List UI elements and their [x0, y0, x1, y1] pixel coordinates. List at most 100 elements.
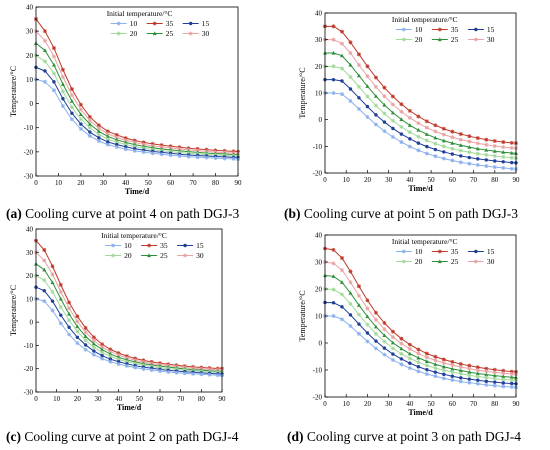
data-point-10: [509, 385, 514, 390]
data-point-30: [433, 129, 438, 134]
y-tick-label: -20: [313, 170, 323, 178]
legend-swatch-marker: [116, 21, 121, 26]
data-point-25: [348, 62, 353, 67]
x-tick-label: 40: [115, 395, 123, 403]
data-point-30: [509, 145, 514, 150]
y-axis-label: Temperature/°C: [298, 67, 307, 118]
legend-label: 15: [487, 25, 495, 34]
data-point-35: [339, 255, 344, 260]
data-point-10: [166, 369, 171, 374]
x-axis-label: Time/d: [125, 187, 150, 196]
data-point-15: [476, 157, 480, 161]
y-tick-label: 30: [26, 28, 34, 36]
data-point-25: [484, 372, 489, 377]
data-point-20: [124, 359, 129, 364]
data-point-20: [78, 117, 83, 122]
data-point-20: [390, 346, 395, 351]
data-point-15: [79, 122, 83, 126]
data-point-20: [105, 137, 110, 142]
data-point-30: [365, 74, 370, 79]
legend-label: 20: [124, 251, 132, 260]
series-line-15: [35, 66, 239, 159]
y-tick-label: 0: [319, 340, 323, 348]
data-point-10: [450, 158, 455, 163]
data-point-15: [374, 113, 378, 117]
data-point-35: [475, 365, 480, 370]
x-tick-label: 80: [491, 176, 499, 184]
data-point-20: [390, 118, 395, 123]
legend-swatch-marker: [401, 27, 406, 32]
data-point-10: [382, 352, 387, 357]
data-point-15: [467, 155, 472, 160]
data-point-35: [399, 102, 404, 107]
data-point-15: [97, 136, 101, 140]
legend-label: 10: [124, 241, 132, 250]
data-point-35: [78, 102, 83, 107]
data-point-30: [382, 327, 387, 332]
data-point-15: [124, 145, 128, 149]
data-point-25: [339, 53, 344, 58]
x-tick-label: 0: [323, 400, 327, 408]
data-point-25: [467, 370, 472, 374]
data-point-10: [116, 362, 121, 367]
data-point-30: [50, 272, 55, 277]
data-point-25: [450, 141, 455, 145]
y-tick-label: 20: [26, 52, 34, 60]
legend-label: 15: [487, 247, 495, 256]
data-point-20: [91, 345, 96, 350]
data-point-15: [374, 339, 378, 343]
data-point-35: [100, 342, 105, 347]
legend-swatch-marker: [437, 27, 442, 32]
data-point-20: [75, 329, 80, 334]
data-point-15: [391, 352, 395, 356]
data-point-10: [467, 161, 472, 166]
data-point-20: [365, 322, 370, 327]
data-point-25: [114, 137, 119, 142]
data-point-10: [222, 156, 227, 161]
data-point-25: [501, 150, 506, 154]
data-point-10: [191, 371, 196, 376]
legend-entry-30: 30: [467, 35, 495, 44]
data-point-20: [50, 289, 55, 294]
x-tick-label: 70: [190, 179, 198, 187]
data-point-15: [365, 104, 370, 109]
data-point-15: [416, 365, 421, 369]
data-point-25: [399, 117, 404, 121]
data-point-25: [382, 102, 387, 107]
data-point-10: [132, 148, 137, 153]
data-point-20: [365, 94, 370, 99]
data-point-30: [484, 369, 489, 374]
data-point-10: [133, 365, 138, 370]
data-point-15: [382, 120, 387, 124]
data-point-25: [348, 290, 353, 295]
x-tick-label: 70: [470, 176, 478, 184]
data-point-30: [441, 132, 446, 137]
data-point-35: [492, 139, 497, 143]
data-point-10: [58, 321, 63, 326]
data-point-10: [390, 135, 395, 139]
data-point-25: [484, 147, 489, 152]
legend-label: 30: [196, 251, 204, 260]
data-point-25: [365, 314, 370, 319]
data-point-10: [501, 384, 506, 389]
data-point-10: [231, 156, 236, 161]
data-point-15: [52, 80, 56, 84]
data-point-20: [42, 59, 47, 64]
data-point-15: [476, 378, 480, 382]
data-point-10: [407, 144, 412, 149]
legend-label: 30: [202, 29, 210, 38]
data-point-30: [114, 135, 119, 140]
data-point-15: [70, 111, 74, 115]
data-point-15: [61, 97, 65, 101]
data-point-15: [67, 325, 71, 329]
data-point-10: [390, 358, 395, 363]
data-point-20: [441, 368, 446, 373]
y-tick-label: -20: [24, 148, 34, 156]
data-point-15: [416, 141, 421, 145]
data-point-20: [441, 144, 446, 149]
data-point-30: [331, 37, 336, 42]
data-point-35: [433, 123, 438, 128]
data-point-25: [390, 340, 395, 345]
x-tick-label: 10: [53, 395, 61, 403]
